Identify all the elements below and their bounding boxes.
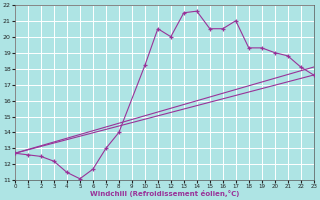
X-axis label: Windchill (Refroidissement éolien,°C): Windchill (Refroidissement éolien,°C) (90, 190, 239, 197)
